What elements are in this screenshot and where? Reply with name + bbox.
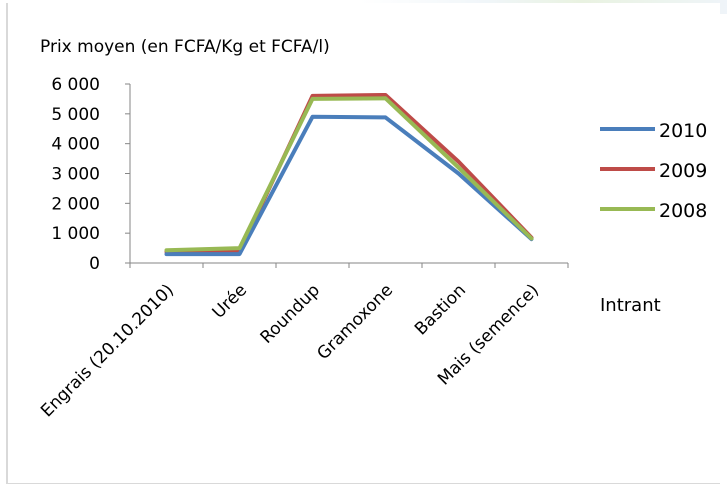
y-tick-label: 2 000 xyxy=(51,194,100,214)
y-tick-labels: 0 1 000 2 000 3 000 4 000 5 000 6 000 xyxy=(51,75,100,274)
y-tick-label: 4 000 xyxy=(51,135,100,155)
y-tick-label: 0 xyxy=(89,254,100,274)
x-axis-label: Intrant xyxy=(600,295,661,316)
legend-label-2009: 2009 xyxy=(659,160,707,182)
x-tick-label: Bastion xyxy=(411,280,470,339)
x-tick-label: Gramoxone xyxy=(313,280,397,364)
y-tick-label: 1 000 xyxy=(51,224,100,244)
legend-label-2008: 2008 xyxy=(659,200,707,222)
x-tick-label: Engrais (20.10.2010) xyxy=(37,280,178,421)
x-tick-labels: Engrais (20.10.2010) Urée RoundupGramoxone… xyxy=(37,280,543,421)
y-tick-label: 6 000 xyxy=(51,75,100,95)
y-tick-label: 3 000 xyxy=(51,165,100,185)
series-line-2009 xyxy=(164,93,534,254)
x-tick-label: Urée xyxy=(209,280,251,322)
y-tick-label: 5 000 xyxy=(51,105,100,125)
legend: 2010 2009 2008 xyxy=(600,120,707,222)
axes xyxy=(125,83,569,268)
series-lines xyxy=(164,93,534,257)
series-line-2008 xyxy=(164,96,534,253)
series-line-2010 xyxy=(164,114,534,257)
chart-title: Prix moyen (en FCFA/Kg et FCFA/l) xyxy=(40,37,330,57)
chart-frame xyxy=(6,3,720,484)
legend-label-2010: 2010 xyxy=(659,120,707,142)
x-tick-label: Roundup xyxy=(257,280,324,347)
